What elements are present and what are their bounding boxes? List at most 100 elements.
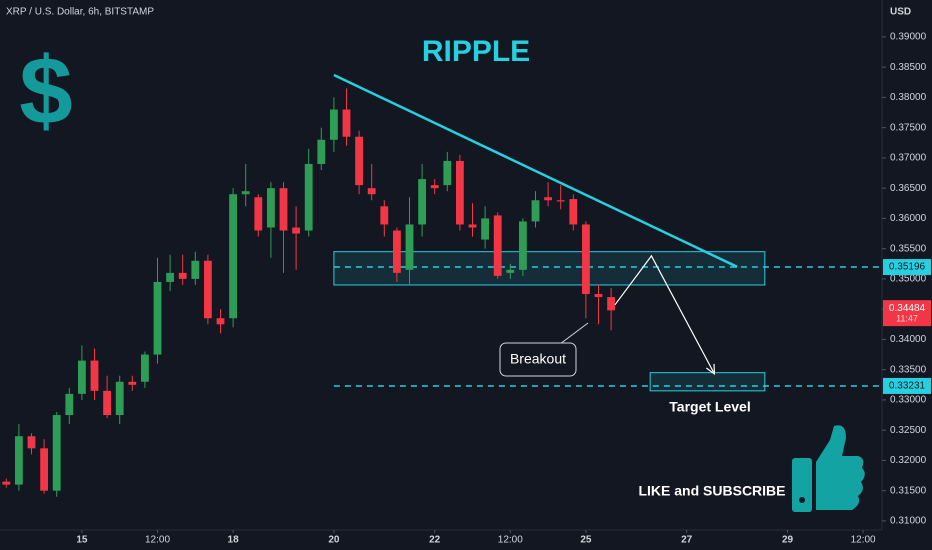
candle-body [443,160,452,186]
x-tick-label: 18 [228,535,240,546]
y-tick-label: 0.32000 [890,455,927,466]
candle-body [140,354,149,382]
level-label-box [883,259,931,276]
x-tick-label: 22 [429,535,441,546]
level-label: 0.33231 [889,381,926,392]
y-tick-label: 0.34000 [890,334,927,345]
overlay [333,73,738,376]
x-tick-label: 15 [76,535,88,546]
candle-body [52,415,61,491]
candle-body [455,160,464,225]
candle-body [506,269,515,273]
candle-body [229,194,238,319]
y-tick-label: 0.35500 [890,243,927,254]
candle-body [115,381,124,416]
candle-body [292,227,301,234]
y-tick-label: 0.38500 [890,62,927,73]
thumb-cuff [792,458,812,512]
candle-body [317,139,326,164]
projection-arrow [614,254,715,375]
thumb-hand [816,425,865,510]
candle-body [128,381,137,385]
y-tick-label: 0.38000 [890,92,927,103]
y-tick-label: 0.32500 [890,425,927,436]
candle-body [254,197,263,231]
candle-body [166,272,175,282]
y-tick-label: 0.35000 [890,274,927,285]
candle-body [380,206,389,225]
candle-body [581,224,590,295]
candle-body [556,200,565,202]
dollar-logo: $ [19,37,72,144]
candle-body [65,393,74,416]
candle-body [241,191,250,195]
candle-body [2,481,11,485]
callout-box [499,342,577,377]
candle-body [468,224,477,228]
y-tick-label: 0.36000 [890,213,927,224]
currency: USD [890,7,911,18]
candle-body [203,260,212,319]
candle-body [153,281,162,355]
y-tick-label: 0.33000 [890,395,927,406]
candle-body [367,188,376,195]
x-tick-label: 12:00 [851,535,876,546]
candle-body [279,188,288,231]
candle-body [544,197,553,201]
candle-body [418,179,427,225]
target-text: Target Level [669,399,750,415]
plot-area [2,88,882,497]
candle-body [103,390,112,416]
symbol-header: XRP / U.S. Dollar, 6h, BITSTAMP [6,7,154,18]
x-tick-label: 20 [328,535,340,546]
candle-body [216,318,225,325]
trendline [333,73,738,268]
x-tick-label: 25 [580,535,592,546]
candle-body [594,294,603,298]
y-tick-label: 0.39000 [890,32,927,43]
candle-body [40,448,49,491]
y-tick-label: 0.33500 [890,364,927,375]
candle-body [355,136,364,186]
cta-text: LIKE and SUBSCRIBE [638,483,785,499]
candle-body [14,436,23,485]
y-tick-label: 0.37500 [890,122,927,133]
candle-body [531,200,540,222]
thumbs-up-icon [792,425,865,512]
arrow-head [705,363,716,376]
current-price-box [883,300,931,327]
x-tick-label: 12:00 [498,535,523,546]
candle-body [607,297,616,311]
thumb-dot [799,497,805,503]
x-tick-label: 29 [782,535,794,546]
level-label: 0.35196 [889,262,926,273]
zone [649,372,766,392]
x-tick-label: 12:00 [145,535,170,546]
level-label-box [883,377,931,394]
countdown-label: 11:47 [896,314,918,324]
y-tick-label: 0.31500 [890,485,927,496]
callout-pointer [559,322,589,345]
y-tick-label: 0.36500 [890,183,927,194]
candle-body [342,109,351,137]
current-price-label: 0.34484 [889,303,926,314]
candle-body [90,360,99,391]
candle-body [518,221,527,270]
candle-body [27,436,36,449]
x-tick-label: 27 [681,535,693,546]
candle-body [77,360,86,394]
candle-body [493,215,502,276]
candle-body [569,199,578,225]
breakout-callout: Breakout [499,322,589,377]
candle-body [304,163,313,231]
candle-body [266,188,275,228]
y-tick-label: 0.31000 [890,516,927,527]
candle-body [481,218,490,240]
chart-title: RIPPLE [422,35,530,68]
candle-body [392,230,401,273]
candle-body [329,109,338,140]
candle-body [430,185,439,189]
